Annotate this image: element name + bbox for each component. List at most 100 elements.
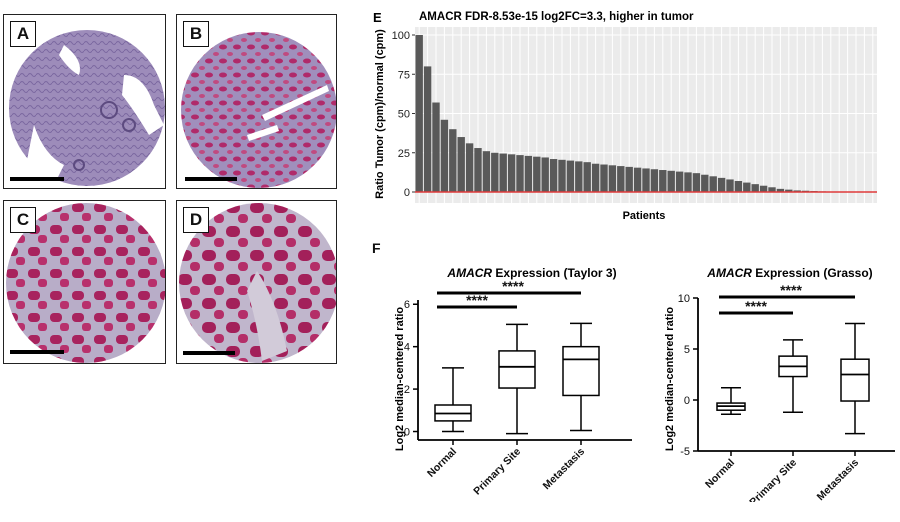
tissue-core-a [9, 30, 165, 186]
tissue-core-b [181, 32, 336, 188]
panel-b: B [176, 14, 337, 189]
tissue-core-d [179, 203, 336, 363]
box-grasso-ytick-label: -5 [680, 446, 690, 458]
chart-e-bar [701, 174, 709, 192]
chart-e-bar [549, 159, 558, 192]
tissue-core-c [6, 203, 165, 363]
chart-e-bar [608, 165, 617, 192]
box-grasso-xtick-label: Primary Site [747, 457, 799, 502]
panel-c: C [3, 200, 166, 364]
chart-e-ytick-label: 75 [398, 69, 410, 81]
chart-e-bar [692, 173, 701, 192]
box-grasso-xtick-label: Normal [703, 457, 737, 491]
box-grasso-title: AMACR Expression (Grasso) [706, 266, 872, 280]
box-taylor-box [498, 350, 536, 389]
chart-e-bar [600, 164, 608, 192]
chart-e-bar [423, 66, 432, 192]
box-plot-grasso: AMACR Expression (Grasso) Log2 median-ce… [664, 266, 895, 502]
panel-e-chart: E AMACR FDR-8.53e-15 log2FC=3.3, higher … [373, 10, 877, 222]
chart-e-title: AMACR FDR-8.53e-15 log2FC=3.3, higher in… [419, 11, 694, 23]
chart-e-bar [491, 152, 499, 192]
chart-e-bar [667, 170, 675, 192]
chart-e-bar [642, 168, 650, 192]
box-grasso-ytick-label: 0 [684, 395, 690, 407]
box-grasso-significance-label: **** [745, 298, 767, 314]
chart-e-ytick-label: 0 [404, 187, 410, 199]
scale-bar-b [185, 177, 237, 181]
chart-e-ytick-label: 50 [398, 109, 410, 121]
chart-e-bar [499, 153, 507, 192]
chart-e-bar [793, 190, 801, 192]
box-grasso-ytick-label: 10 [678, 293, 690, 305]
panel-label-b: B [183, 21, 209, 47]
chart-e-bar [776, 188, 785, 192]
box-taylor-significance-label: **** [466, 292, 488, 308]
chart-e-bar [751, 184, 759, 192]
panel-label-e: E [373, 10, 382, 25]
chart-e-bar [541, 157, 549, 192]
chart-e-bar [709, 176, 717, 192]
chart-e-bar [743, 182, 751, 192]
box-taylor-xtick-label: Metastasis [541, 446, 588, 493]
chart-e-bar [566, 160, 575, 192]
panel-label-d: D [183, 207, 209, 233]
chart-e-bar [684, 172, 692, 192]
chart-e-bar [734, 181, 743, 192]
chart-e-ytick-label: 25 [398, 148, 410, 160]
chart-e-bar [675, 171, 684, 192]
box-taylor-ytick-label: 2 [404, 384, 410, 396]
chart-e-bar [516, 155, 524, 192]
chart-e-bar [533, 156, 541, 192]
chart-e-xlabel: Patients [623, 210, 666, 222]
box-grasso-significance-label: **** [780, 282, 802, 298]
chart-e-bar [465, 143, 474, 192]
chart-e-bar [415, 35, 423, 192]
box-grasso-ylabel: Log2 median-centered ratio [664, 307, 676, 452]
box-taylor-xtick-label: Primary Site [471, 446, 523, 498]
box-taylor-ytick-label: 4 [404, 342, 410, 354]
chart-e-bar [650, 169, 659, 192]
box-grasso-xtick-label: Metastasis [815, 457, 862, 502]
box-taylor-ytick-label: 0 [404, 427, 410, 439]
box-taylor-ytick-label: 6 [404, 299, 410, 311]
box-taylor-box [562, 345, 600, 397]
scale-bar-c [10, 350, 64, 354]
box-taylor-significance-label: **** [502, 278, 524, 294]
box-taylor-ylabel: Log2 median-centered ratio [394, 307, 406, 452]
chart-e-ylabel: Ratio Tumor (cpm)/normal (cpm) [374, 29, 386, 199]
box-plot-taylor: AMACR Expression (Taylor 3) Log2 median-… [394, 266, 632, 498]
box-grasso-ytick-label: 5 [684, 344, 690, 356]
box-taylor-xtick-label: Normal [425, 446, 459, 480]
scale-bar-d [183, 351, 235, 355]
chart-e-bar [717, 177, 726, 192]
chart-e-bar [575, 161, 583, 192]
box-taylor-title: AMACR Expression (Taylor 3) [446, 266, 616, 280]
chart-e-bar [482, 151, 491, 192]
chart-e-bar [507, 154, 516, 192]
panel-d: D [176, 200, 337, 364]
chart-e-bar [659, 170, 667, 192]
chart-e-bar [625, 166, 633, 192]
panel-a: A [3, 14, 166, 189]
box-grasso-box [840, 358, 870, 402]
chart-e-bar [785, 189, 793, 192]
chart-e-bar [633, 167, 642, 192]
chart-e-bar [524, 155, 533, 192]
chart-e-bar [474, 148, 482, 192]
panel-label-a: A [10, 21, 36, 47]
chart-e-ytick-label: 100 [392, 30, 410, 42]
chart-e-bar [432, 102, 440, 192]
chart-e-bar [440, 119, 449, 192]
chart-e-bar [457, 137, 465, 192]
scale-bar-a [10, 177, 64, 181]
panel-label-c: C [10, 207, 36, 233]
panel-label-f: F [372, 240, 381, 256]
chart-e-bar [726, 179, 734, 192]
chart-e-bar [591, 163, 600, 192]
chart-e-bar [617, 166, 625, 192]
chart-e-bar [768, 187, 776, 192]
chart-e-bar [583, 162, 591, 192]
chart-e-bar [449, 129, 457, 192]
chart-e-bar [558, 159, 566, 192]
chart-e-bar [759, 185, 768, 192]
